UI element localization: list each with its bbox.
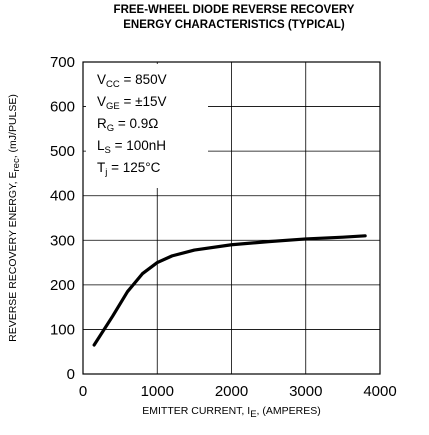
x-tick-label: 1000: [141, 383, 174, 400]
x-tick-label: 4000: [363, 383, 396, 400]
annotation-main: V: [97, 72, 106, 87]
curve: [92, 234, 367, 347]
annotation: Tj = 125°C: [97, 160, 161, 178]
y-tick-label: 0: [67, 366, 75, 383]
x-axis-label-sub: E: [250, 409, 256, 420]
x-tick-label: 2000: [215, 383, 248, 400]
annotation-sub: G: [107, 123, 114, 134]
annotation-main: V: [97, 94, 106, 109]
annotation-rest: = 0.9Ω: [114, 116, 158, 131]
y-tick-label: 400: [50, 188, 75, 205]
y-tick-label: 100: [50, 321, 75, 338]
annotation-main: L: [97, 138, 105, 153]
y-tick-label: 300: [50, 232, 75, 249]
annotation: LS = 100nH: [97, 138, 166, 156]
chart-title: ENERGY CHARACTERISTICS (TYPICAL): [123, 19, 345, 31]
y-tick-label: 700: [50, 54, 75, 71]
y-axis-label: REVERSE RECOVERY ENERGY, Erec, (mJ/PULSE…: [7, 94, 22, 342]
plot-frame: [82, 61, 381, 375]
x-tick-label: 0: [79, 383, 87, 400]
annotation-rest: = ±15V: [120, 94, 167, 109]
chart-title: FREE-WHEEL DIODE REVERSE RECOVERY: [114, 4, 355, 16]
annotation-main: T: [97, 160, 105, 175]
annotation-main: R: [97, 116, 107, 131]
y-axis-label-main: REVERSE RECOVERY ENERGY, E: [7, 171, 19, 341]
annotation-rest: = 850V: [120, 72, 167, 87]
annotation: RG = 0.9Ω: [97, 116, 158, 134]
x-axis-label-main: EMITTER CURRENT, I: [142, 405, 250, 417]
annotation-rest: = 100nH: [111, 138, 166, 153]
annotation-box: [86, 64, 208, 188]
annotation-rest: = 125°C: [107, 160, 160, 175]
annotation-sub: S: [105, 145, 111, 156]
y-tick-label: 500: [50, 143, 75, 160]
x-axis-label-rest: , (AMPERES): [257, 405, 321, 417]
annotation-sub: CC: [106, 79, 120, 90]
y-tick-label: 600: [50, 99, 75, 116]
y-tick-label: 200: [50, 277, 75, 294]
annotation: VCC = 850V: [97, 72, 167, 90]
y-axis-label-rest: , (mJ/PULSE): [7, 94, 19, 158]
x-axis-label: EMITTER CURRENT, IE, (AMPERES): [142, 405, 320, 420]
annotation-sub: GE: [106, 101, 120, 112]
annotation: VGE = ±15V: [97, 94, 167, 112]
x-tick-label: 3000: [289, 383, 322, 400]
y-axis-label-sub: rec: [11, 158, 22, 171]
annotation-sub: j: [104, 167, 107, 178]
